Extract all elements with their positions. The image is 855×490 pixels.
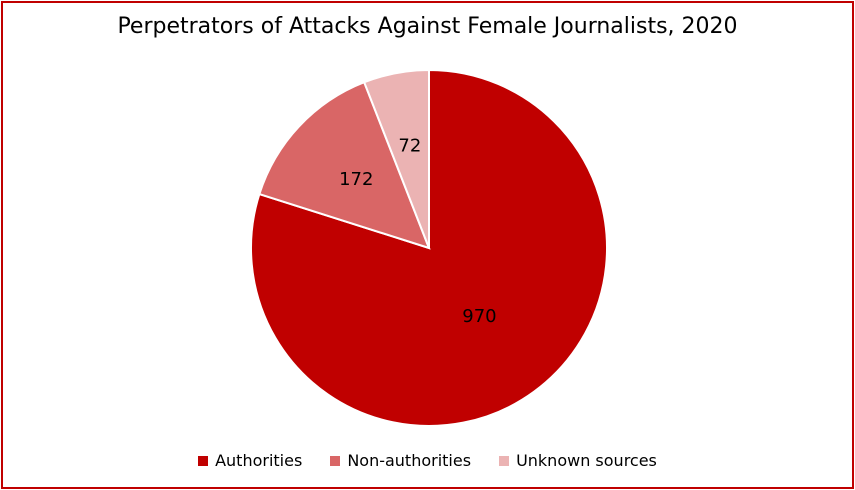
pie-slice-unknown-sources (362, 68, 430, 249)
data-label-non-authorities: 172 (339, 169, 373, 190)
legend-swatch-non-authorities (330, 455, 341, 466)
legend-label-unknown-sources: Unknown sources (516, 451, 657, 470)
data-label-unknown-sources: 72 (398, 136, 421, 157)
legend-item-unknown-sources: Unknown sources (499, 451, 657, 470)
legend-item-authorities: Authorities (198, 451, 302, 470)
pie-slice-non-authorities (258, 80, 431, 250)
pie-slice-authorities (250, 68, 608, 427)
legend-label-non-authorities: Non-authorities (347, 451, 472, 470)
data-label-authorities: 970 (462, 306, 496, 327)
legend: Authorities Non-authorities Unknown sour… (0, 451, 855, 470)
legend-label-authorities: Authorities (215, 451, 303, 470)
chart-title: Perpetrators of Attacks Against Female J… (117, 14, 738, 39)
legend-swatch-authorities (198, 455, 209, 466)
legend-swatch-unknown-sources (499, 455, 510, 466)
legend-item-non-authorities: Non-authorities (330, 451, 471, 470)
